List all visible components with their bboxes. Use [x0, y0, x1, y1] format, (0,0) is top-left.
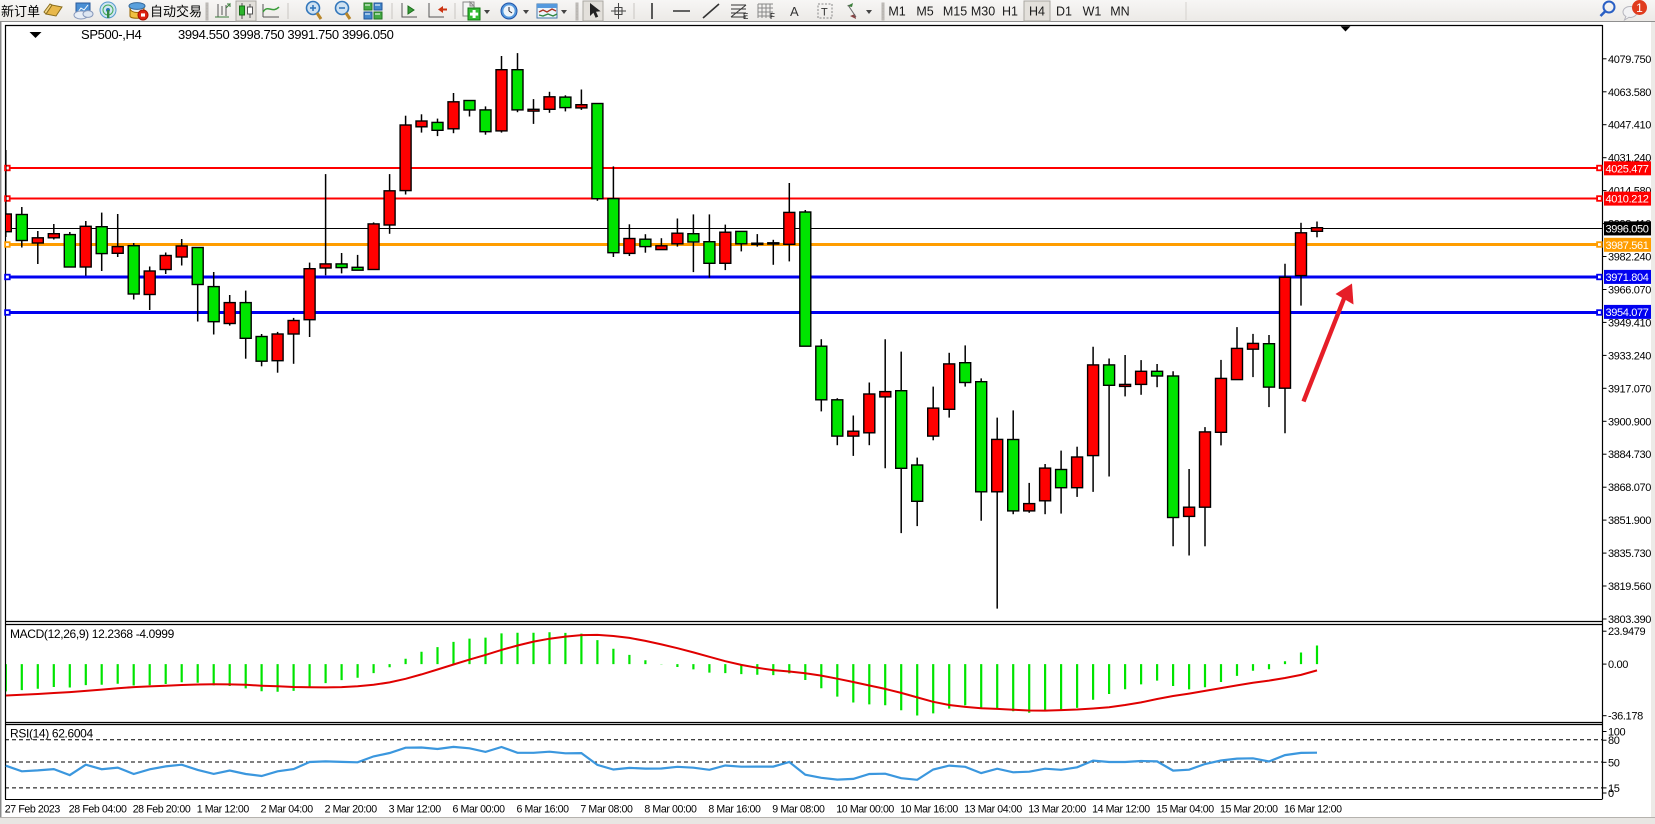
- svg-text:8 Mar 16:00: 8 Mar 16:00: [708, 804, 761, 816]
- svg-text:3803.390: 3803.390: [1608, 614, 1651, 626]
- svg-text:H1: H1: [1002, 5, 1018, 19]
- svg-text:7 Mar 08:00: 7 Mar 08:00: [580, 804, 633, 816]
- svg-text:M30: M30: [971, 5, 995, 19]
- svg-text:8 Mar 00:00: 8 Mar 00:00: [644, 804, 697, 816]
- svg-text:10 Mar 00:00: 10 Mar 00:00: [836, 804, 894, 816]
- svg-text:3949.410: 3949.410: [1608, 317, 1651, 329]
- svg-text:3971.804: 3971.804: [1606, 272, 1649, 284]
- svg-text:M5: M5: [916, 5, 933, 19]
- svg-text:3996.050: 3996.050: [1606, 223, 1649, 235]
- svg-text:3835.730: 3835.730: [1608, 548, 1651, 560]
- svg-text:自动交易: 自动交易: [150, 4, 202, 19]
- svg-text:15: 15: [1608, 783, 1620, 795]
- svg-text:H4: H4: [1029, 5, 1045, 19]
- svg-text:50: 50: [1608, 757, 1620, 769]
- svg-text:3819.560: 3819.560: [1608, 581, 1651, 593]
- svg-text:15 Mar 04:00: 15 Mar 04:00: [1156, 804, 1214, 816]
- svg-text:F: F: [770, 12, 775, 21]
- svg-text:M15: M15: [943, 5, 967, 19]
- svg-text:T: T: [821, 7, 828, 19]
- svg-text:E: E: [743, 12, 748, 21]
- svg-text:W1: W1: [1083, 5, 1102, 19]
- svg-text:MN: MN: [1110, 5, 1129, 19]
- svg-text:1: 1: [1636, 1, 1643, 15]
- svg-text:RSI(14) 62.6004: RSI(14) 62.6004: [10, 727, 93, 741]
- svg-text:3982.240: 3982.240: [1608, 252, 1651, 264]
- svg-text:3900.900: 3900.900: [1608, 416, 1651, 428]
- svg-text:SP500-,H4: SP500-,H4: [81, 27, 142, 42]
- svg-text:23.9479: 23.9479: [1608, 626, 1646, 638]
- svg-text:15 Mar 20:00: 15 Mar 20:00: [1220, 804, 1278, 816]
- svg-text:-36.178: -36.178: [1608, 711, 1643, 723]
- svg-text:3868.070: 3868.070: [1608, 482, 1651, 494]
- svg-text:4079.750: 4079.750: [1608, 54, 1651, 66]
- svg-text:6 Mar 00:00: 6 Mar 00:00: [453, 804, 506, 816]
- svg-text:D1: D1: [1056, 5, 1072, 19]
- svg-text:80: 80: [1608, 735, 1620, 747]
- svg-text:4047.410: 4047.410: [1608, 120, 1651, 132]
- svg-text:13 Mar 04:00: 13 Mar 04:00: [964, 804, 1022, 816]
- svg-text:16 Mar 12:00: 16 Mar 12:00: [1284, 804, 1342, 816]
- svg-text:M1: M1: [888, 5, 905, 19]
- svg-text:MACD(12,26,9) 12.2368 -4.0999: MACD(12,26,9) 12.2368 -4.0999: [10, 627, 175, 641]
- svg-text:0: 0: [1608, 788, 1614, 800]
- svg-text:2 Mar 20:00: 2 Mar 20:00: [325, 804, 378, 816]
- svg-text:13 Mar 20:00: 13 Mar 20:00: [1028, 804, 1086, 816]
- svg-text:3851.900: 3851.900: [1608, 515, 1651, 527]
- svg-text:3933.240: 3933.240: [1608, 350, 1651, 362]
- svg-text:2 Mar 04:00: 2 Mar 04:00: [261, 804, 314, 816]
- svg-text:3884.730: 3884.730: [1608, 449, 1651, 461]
- svg-text:3987.561: 3987.561: [1606, 240, 1649, 252]
- svg-text:3954.077: 3954.077: [1606, 307, 1649, 319]
- svg-text:4025.477: 4025.477: [1606, 163, 1649, 175]
- svg-text:4010.212: 4010.212: [1606, 194, 1649, 206]
- svg-text:1 Mar 12:00: 1 Mar 12:00: [197, 804, 250, 816]
- svg-text:0.00: 0.00: [1608, 659, 1628, 671]
- svg-text:14 Mar 12:00: 14 Mar 12:00: [1092, 804, 1150, 816]
- svg-text:28 Feb 20:00: 28 Feb 20:00: [133, 804, 191, 816]
- svg-text:9 Mar 08:00: 9 Mar 08:00: [772, 804, 825, 816]
- svg-text:28 Feb 04:00: 28 Feb 04:00: [69, 804, 127, 816]
- svg-text:3917.070: 3917.070: [1608, 383, 1651, 395]
- svg-text:27 Feb 2023: 27 Feb 2023: [5, 804, 61, 816]
- svg-text:6 Mar 16:00: 6 Mar 16:00: [517, 804, 570, 816]
- svg-text:3966.070: 3966.070: [1608, 285, 1651, 297]
- svg-text:3994.550 3998.750 3991.750 399: 3994.550 3998.750 3991.750 3996.050: [178, 27, 394, 42]
- svg-text:3 Mar 12:00: 3 Mar 12:00: [389, 804, 442, 816]
- svg-text:新订单: 新订单: [1, 4, 40, 19]
- svg-text:A: A: [790, 4, 799, 19]
- svg-text:4063.580: 4063.580: [1608, 87, 1651, 99]
- svg-text:10 Mar 16:00: 10 Mar 16:00: [900, 804, 958, 816]
- svg-text:100: 100: [1608, 727, 1626, 739]
